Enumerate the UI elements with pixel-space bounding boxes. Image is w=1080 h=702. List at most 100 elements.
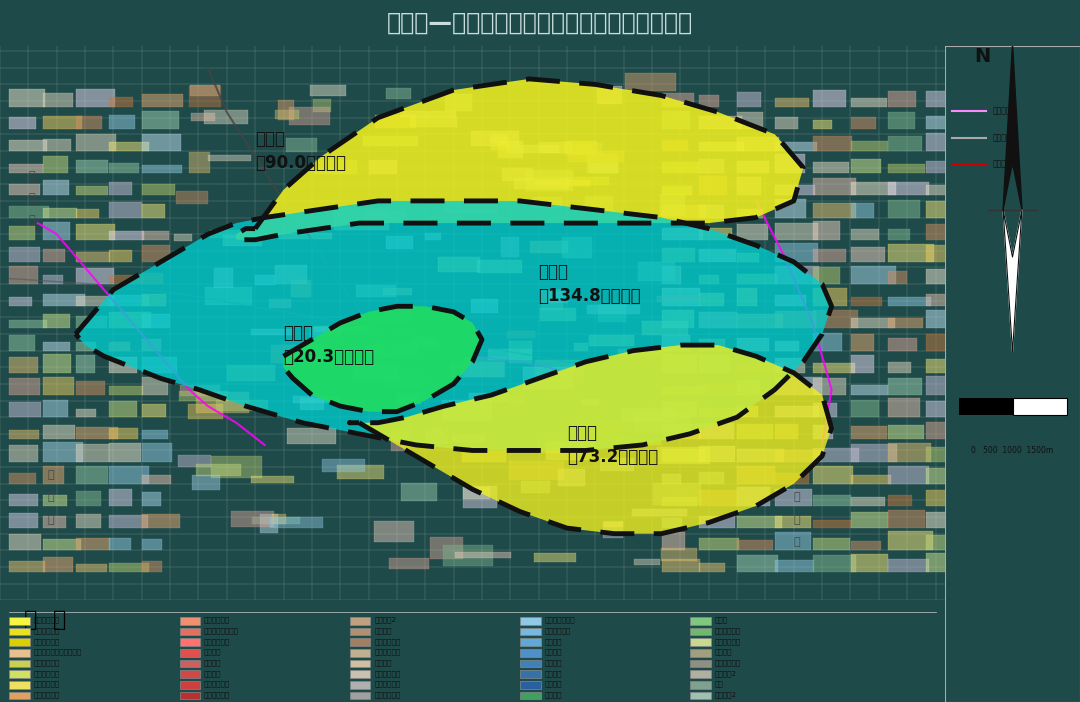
Bar — [179, 649, 201, 656]
Bar — [10, 513, 38, 528]
Bar — [10, 472, 36, 484]
Bar — [690, 617, 711, 625]
Bar — [141, 184, 175, 195]
Bar — [661, 111, 690, 129]
Bar — [813, 402, 837, 417]
Bar — [540, 308, 576, 322]
Bar — [775, 473, 809, 484]
Bar — [775, 117, 798, 129]
Bar — [813, 203, 856, 218]
Bar — [10, 320, 46, 329]
Bar — [400, 111, 456, 117]
Bar — [462, 487, 490, 499]
Bar — [522, 481, 550, 493]
Bar — [10, 534, 41, 550]
Bar — [523, 367, 573, 390]
Bar — [490, 134, 507, 143]
Bar — [851, 497, 885, 506]
Bar — [10, 628, 30, 635]
Bar — [76, 564, 107, 573]
Bar — [889, 559, 929, 573]
Bar — [690, 660, 711, 668]
Bar — [141, 538, 162, 550]
Bar — [889, 164, 924, 173]
Bar — [507, 331, 535, 338]
Bar — [469, 392, 509, 402]
Bar — [10, 88, 44, 107]
Bar — [10, 297, 32, 306]
Bar — [813, 120, 833, 129]
Bar — [534, 552, 576, 562]
Bar — [588, 305, 639, 314]
Bar — [737, 224, 768, 240]
Bar — [350, 660, 370, 668]
Bar — [548, 291, 568, 303]
Bar — [444, 201, 497, 213]
Bar — [109, 250, 132, 262]
Bar — [42, 139, 70, 151]
Bar — [192, 475, 220, 490]
Text: 苗圃园地: 苗圃园地 — [204, 659, 221, 666]
Bar — [310, 84, 346, 95]
Bar — [661, 186, 692, 195]
Bar — [508, 145, 558, 152]
Bar — [775, 199, 807, 218]
Bar — [1013, 399, 1067, 415]
Bar — [661, 498, 698, 506]
Text: 工业用地2: 工业用地2 — [375, 617, 396, 623]
Text: 其他公共设施: 其他公共设施 — [35, 691, 60, 698]
Bar — [76, 342, 96, 351]
Bar — [141, 93, 184, 107]
Bar — [889, 510, 926, 528]
Bar — [300, 398, 324, 411]
Bar — [889, 229, 910, 240]
Bar — [76, 514, 102, 528]
Bar — [927, 133, 962, 151]
Bar — [10, 164, 43, 173]
Bar — [700, 116, 742, 129]
Bar — [775, 341, 799, 351]
Bar — [813, 378, 846, 395]
Bar — [42, 539, 81, 550]
Bar — [10, 378, 40, 395]
Bar — [658, 296, 705, 302]
Polygon shape — [283, 306, 482, 411]
Bar — [612, 438, 661, 445]
Bar — [851, 512, 888, 528]
Text: 水域: 水域 — [715, 681, 724, 687]
Bar — [350, 649, 370, 656]
Bar — [700, 228, 732, 240]
Bar — [634, 559, 660, 565]
Bar — [109, 402, 136, 417]
Bar — [10, 185, 40, 195]
Bar — [737, 274, 778, 284]
Bar — [350, 638, 370, 646]
Bar — [889, 425, 923, 439]
Text: 仓储用地: 仓储用地 — [375, 628, 392, 634]
Bar — [224, 234, 261, 246]
Bar — [313, 326, 366, 332]
Bar — [927, 225, 964, 240]
Bar — [42, 355, 70, 373]
Bar — [775, 424, 797, 439]
Text: 规划管线: 规划管线 — [993, 133, 1011, 142]
Bar — [737, 449, 784, 462]
Bar — [775, 560, 814, 573]
Bar — [42, 222, 70, 240]
Bar — [813, 136, 852, 151]
Text: 文化设施用地: 文化设施用地 — [35, 670, 60, 677]
Bar — [502, 168, 532, 181]
Bar — [141, 165, 181, 173]
Bar — [661, 449, 705, 462]
Text: 县: 县 — [48, 515, 54, 524]
Bar — [356, 285, 395, 297]
Bar — [562, 237, 593, 258]
Bar — [411, 337, 440, 348]
Bar — [519, 670, 540, 678]
Bar — [179, 692, 201, 699]
Bar — [190, 84, 220, 96]
Bar — [350, 617, 370, 625]
Bar — [700, 408, 746, 417]
Text: 特殊用地2: 特殊用地2 — [715, 670, 737, 677]
Bar — [109, 142, 149, 151]
